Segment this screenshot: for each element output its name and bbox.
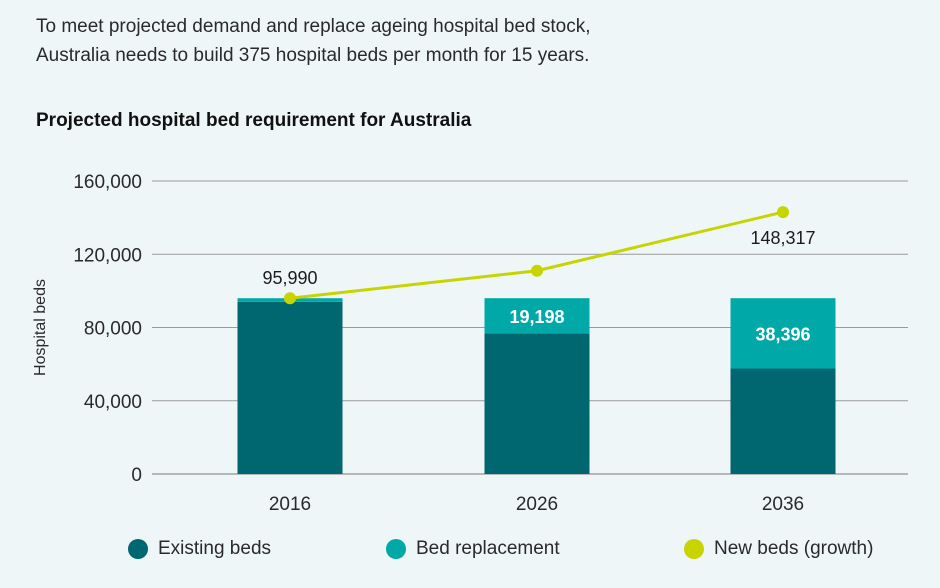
bar-existing-beds-2026 <box>484 333 590 474</box>
legend-item-bed-replacement: Bed replacement <box>386 538 560 560</box>
x-tick-label: 2016 <box>269 494 311 515</box>
point-new-beds-2016 <box>284 292 296 305</box>
point-data-label: 148,317 <box>750 228 815 248</box>
y-tick-label: 40,000 <box>84 392 142 413</box>
legend: Existing beds Bed replacement New beds (… <box>0 538 940 566</box>
legend-item-existing-beds: Existing beds <box>128 538 271 560</box>
point-data-label: 95,990 <box>262 268 317 288</box>
intro-line-1: To meet projected demand and replace age… <box>36 16 591 37</box>
bar-existing-beds-2016 <box>237 301 343 474</box>
point-new-beds-2036 <box>777 206 789 219</box>
y-axis-title: Hospital beds <box>32 279 49 376</box>
intro-line-2: Australia needs to build 375 hospital be… <box>36 45 590 66</box>
legend-label-existing-beds: Existing beds <box>158 538 272 559</box>
legend-item-new-beds: New beds (growth) <box>684 538 873 560</box>
bar-data-label: 38,396 <box>755 324 810 344</box>
x-tick-label: 2036 <box>762 494 804 515</box>
legend-label-bed-replacement: Bed replacement <box>416 538 560 559</box>
y-tick-label: 160,000 <box>73 172 142 193</box>
bar-data-label: 19,198 <box>509 307 564 327</box>
intro-text: To meet projected demand and replace age… <box>36 12 896 70</box>
point-new-beds-2026 <box>531 264 543 277</box>
legend-swatch-existing-beds <box>128 539 148 559</box>
legend-swatch-bed-replacement <box>386 539 406 559</box>
bar-bed-replacement-2036 <box>730 298 836 369</box>
bar-chart: 0 40,000 80,000 120,000 160,000 Hospital beds… <box>32 172 908 515</box>
x-tick-label: 2026 <box>516 494 558 515</box>
bar-bed-replacement-2026 <box>484 298 590 334</box>
legend-label-new-beds: New beds (growth) <box>714 538 874 559</box>
y-tick-label: 80,000 <box>84 319 142 340</box>
bar-existing-beds-2036 <box>730 368 836 474</box>
y-tick-label: 120,000 <box>73 245 142 266</box>
legend-swatch-new-beds <box>684 539 704 559</box>
chart-title: Projected hospital bed requirement for A… <box>36 110 472 131</box>
line-new-beds-growth <box>289 210 784 300</box>
y-tick-label: 0 <box>131 465 142 486</box>
